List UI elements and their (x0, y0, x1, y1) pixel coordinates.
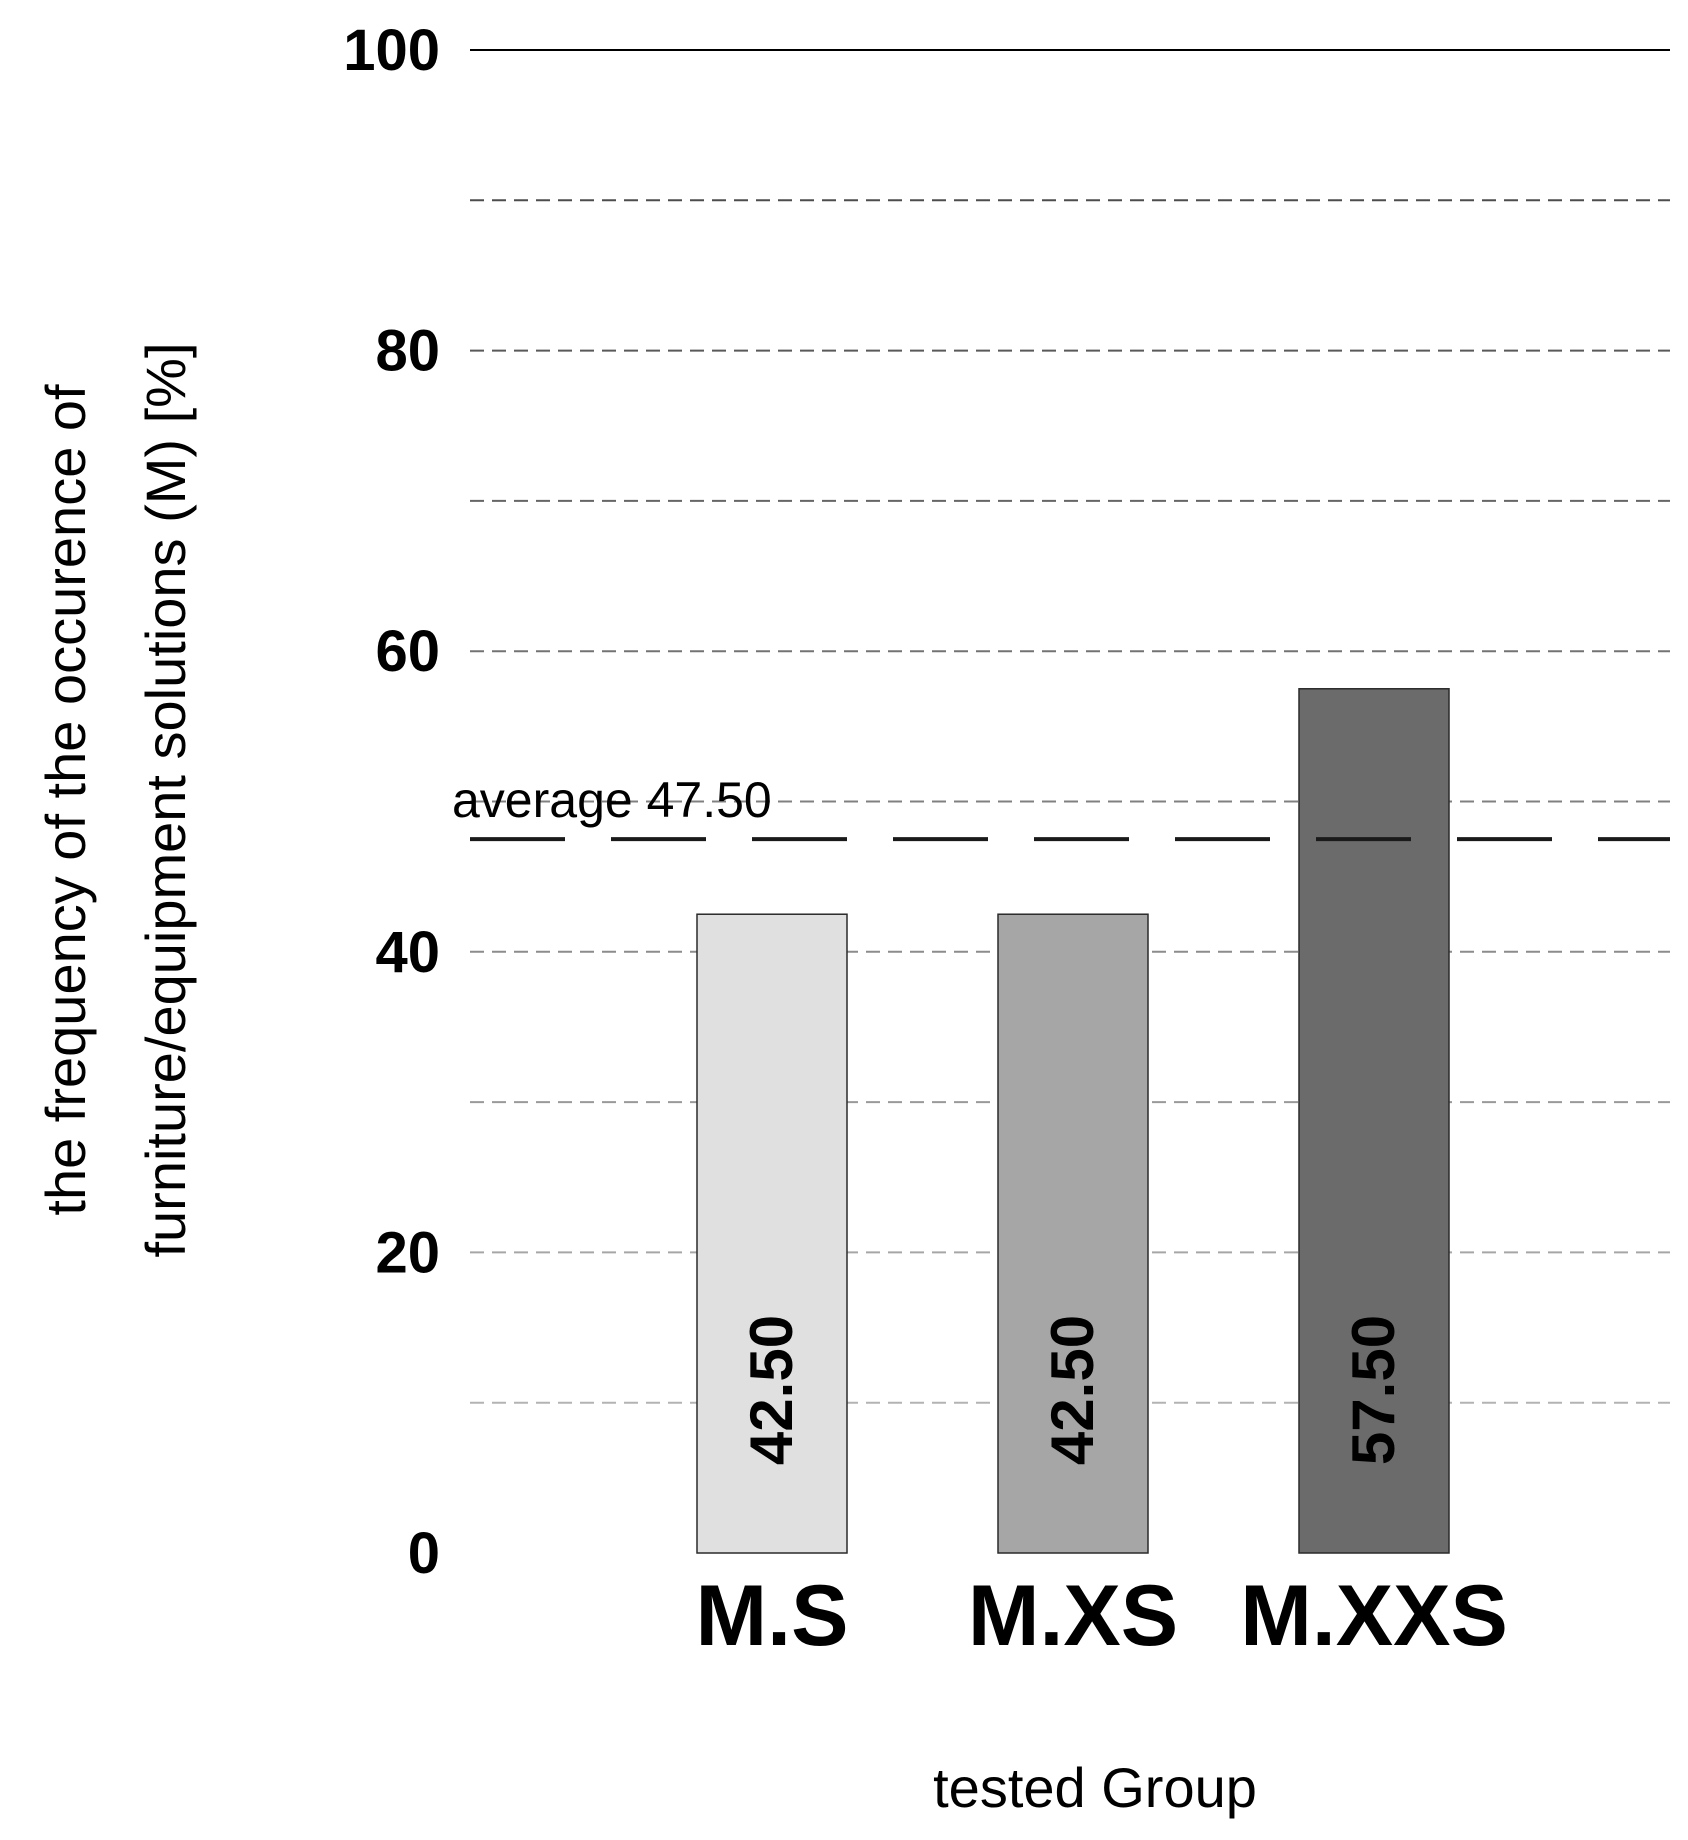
y-tick-label: 100 (343, 18, 440, 83)
y-axis-label: the frequency of the occurence of furnit… (34, 342, 197, 1257)
y-tick-label: 80 (375, 319, 440, 384)
bar-value-label: 42.50 (1039, 1315, 1106, 1465)
x-tick-label: M.XXS (1240, 1568, 1508, 1664)
y-tick-label: 0 (408, 1521, 440, 1586)
bar-value-label: 42.50 (738, 1315, 805, 1465)
bar-m-xxs (1298, 688, 1450, 1554)
x-tick-label: M.XS (968, 1568, 1178, 1664)
y-tick-label: 20 (375, 1220, 440, 1285)
y-axis-ticks: 0 20 40 60 80 100 (343, 18, 440, 1586)
bar-m-s (696, 913, 848, 1554)
x-tick-label: M.S (696, 1568, 849, 1664)
y-tick-label: 40 (375, 920, 440, 985)
bar-m-xs (997, 913, 1149, 1554)
grid-lines (470, 49, 1670, 1404)
x-axis-label: tested Group (933, 1756, 1257, 1819)
y-tick-label: 60 (375, 619, 440, 684)
bars: 42.50 42.50 57.50 (696, 688, 1450, 1554)
y-axis-label-line-2: furniture/equipment solutions (M) [%] (134, 342, 197, 1257)
y-axis-label-line-1: the frequency of the occurence of (34, 384, 97, 1216)
average-reference: average 47.50 (452, 772, 1670, 842)
x-axis-ticks: M.S M.XS M.XXS (696, 1568, 1508, 1664)
bar-value-label: 57.50 (1340, 1315, 1407, 1465)
average-label: average 47.50 (452, 772, 772, 828)
